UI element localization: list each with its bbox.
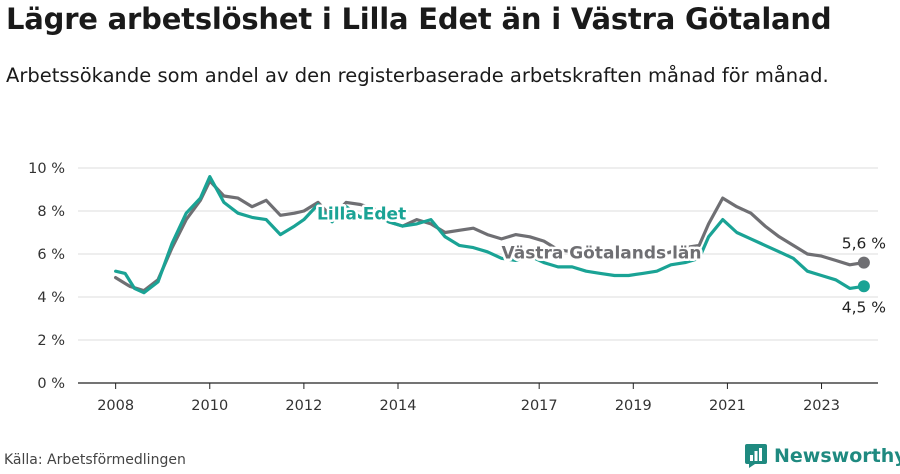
chart-title: Lägre arbetslöshet i Lilla Edet än i Väs… xyxy=(6,2,832,36)
chart-subtitle: Arbetssökande som andel av den registerb… xyxy=(6,64,829,87)
lilla-edet-line xyxy=(113,175,866,295)
series-lines xyxy=(113,175,870,295)
vastra-gotaland-end-label: 5,6 % xyxy=(842,235,886,253)
lilla-edet-series-label: Lilla Edet xyxy=(317,205,406,225)
x-tick-label: 2019 xyxy=(615,398,652,414)
x-tick-label: 2023 xyxy=(803,398,840,414)
newsworthy-logo-icon xyxy=(745,444,767,468)
y-tick-label: 6 % xyxy=(37,247,65,263)
lilla-edet-end-label: 4,5 % xyxy=(842,298,886,316)
x-tick-label: 2014 xyxy=(380,398,417,414)
x-tick-label: 2012 xyxy=(285,398,322,414)
brand-name: Newsworthy xyxy=(774,445,900,467)
line-chart: 0 % 2 % 4 % 6 % 8 % 10 % 2008 2010 2012 2014 2017 2… xyxy=(28,161,886,414)
source-note: Källa: Arbetsförmedlingen xyxy=(4,452,186,468)
x-tick-label: 2010 xyxy=(191,398,228,414)
vastra-gotaland-line xyxy=(113,179,866,293)
y-tick-label: 10 % xyxy=(28,161,65,177)
y-tick-label: 0 % xyxy=(37,376,65,392)
vastra-gotaland-end-point xyxy=(857,256,870,269)
x-tick-label: 2021 xyxy=(709,398,746,414)
x-tick-label: 2017 xyxy=(521,398,558,414)
y-tick-label: 8 % xyxy=(37,204,65,220)
x-tick-label: 2008 xyxy=(97,398,134,414)
lilla-edet-end-point xyxy=(857,280,870,293)
vastra-gotaland-series-label: Västra Götalands län xyxy=(502,243,702,263)
brand-logo[interactable]: Newsworthy xyxy=(744,443,900,469)
axes: 0 % 2 % 4 % 6 % 8 % 10 % 2008 2010 2012 2014 2017 2… xyxy=(28,161,878,414)
y-tick-label: 2 % xyxy=(37,333,65,349)
grid-lines xyxy=(78,167,878,341)
series-labels: 5,6 % 4,5 % Lilla Edet Västra Götalands län xyxy=(315,202,886,316)
y-tick-label: 4 % xyxy=(37,290,65,306)
